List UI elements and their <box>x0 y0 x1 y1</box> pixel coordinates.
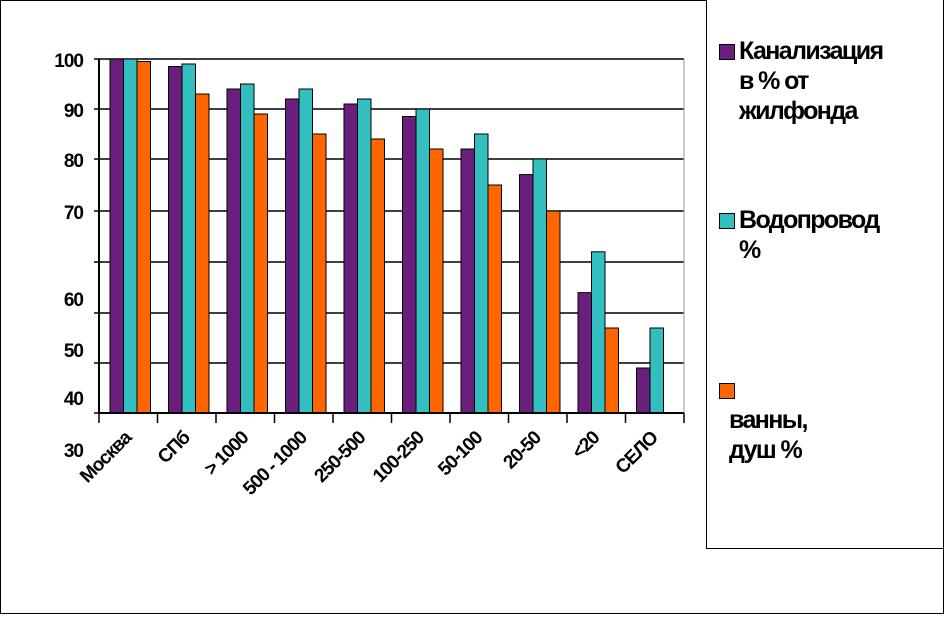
bar <box>226 88 241 414</box>
legend-swatch-vodoprovod <box>719 213 735 229</box>
bar <box>168 66 183 414</box>
bar <box>195 93 210 414</box>
bar <box>357 98 372 414</box>
x-category-label: 100-250 <box>369 427 429 487</box>
bar <box>546 210 561 414</box>
legend: Канализация в % от жилфонда Водопровод %… <box>706 0 943 549</box>
bar <box>429 148 444 414</box>
bar <box>591 251 606 414</box>
x-category-label: СПб <box>154 428 195 469</box>
bar <box>474 133 489 414</box>
bar <box>240 83 255 414</box>
x-category-label: Москва <box>76 427 137 488</box>
y-tick-label: 70 <box>64 203 84 224</box>
legend-label-vodoprovod: Водопровод % <box>739 206 880 264</box>
bar <box>604 327 619 414</box>
x-category-label: 20-50 <box>500 427 546 473</box>
bar <box>649 327 664 414</box>
y-tick-label: 90 <box>64 101 84 122</box>
bar <box>298 88 313 414</box>
bar <box>487 184 502 414</box>
y-tick-label: 40 <box>64 389 84 410</box>
y-tick-label: 30 <box>64 441 84 462</box>
bar <box>402 116 417 414</box>
bar <box>181 63 196 414</box>
bar <box>253 113 268 414</box>
bar <box>136 61 151 414</box>
bar <box>577 292 592 414</box>
bar <box>460 148 475 414</box>
legend-label-vanny: ванны, душ % <box>729 406 808 464</box>
x-category-label: <20 <box>568 427 604 463</box>
x-category-label: 50-100 <box>434 427 487 480</box>
bar <box>519 174 534 414</box>
bar <box>415 108 430 414</box>
y-tick-label: 60 <box>64 290 84 311</box>
y-tick-label: 100 <box>54 51 83 72</box>
bar <box>123 58 138 414</box>
bar <box>370 138 385 414</box>
bar <box>312 133 327 414</box>
legend-label-kanalizaciya: Канализация в % от жилфонда <box>739 37 884 125</box>
bar <box>343 103 358 414</box>
x-category-label: 500 - 1000 <box>239 427 311 499</box>
legend-swatch-kanalizaciya <box>719 44 735 60</box>
x-category-label: СЕЛО <box>612 428 663 479</box>
bar <box>532 158 547 414</box>
bar <box>636 367 651 414</box>
bar <box>285 98 300 414</box>
legend-swatch-vanny <box>719 383 735 399</box>
x-category-label: > 1000 <box>201 427 253 479</box>
y-tick-label: 80 <box>64 151 84 172</box>
x-category-label: 250-500 <box>311 427 371 487</box>
y-tick-label: 50 <box>64 341 84 362</box>
bar <box>109 58 124 414</box>
